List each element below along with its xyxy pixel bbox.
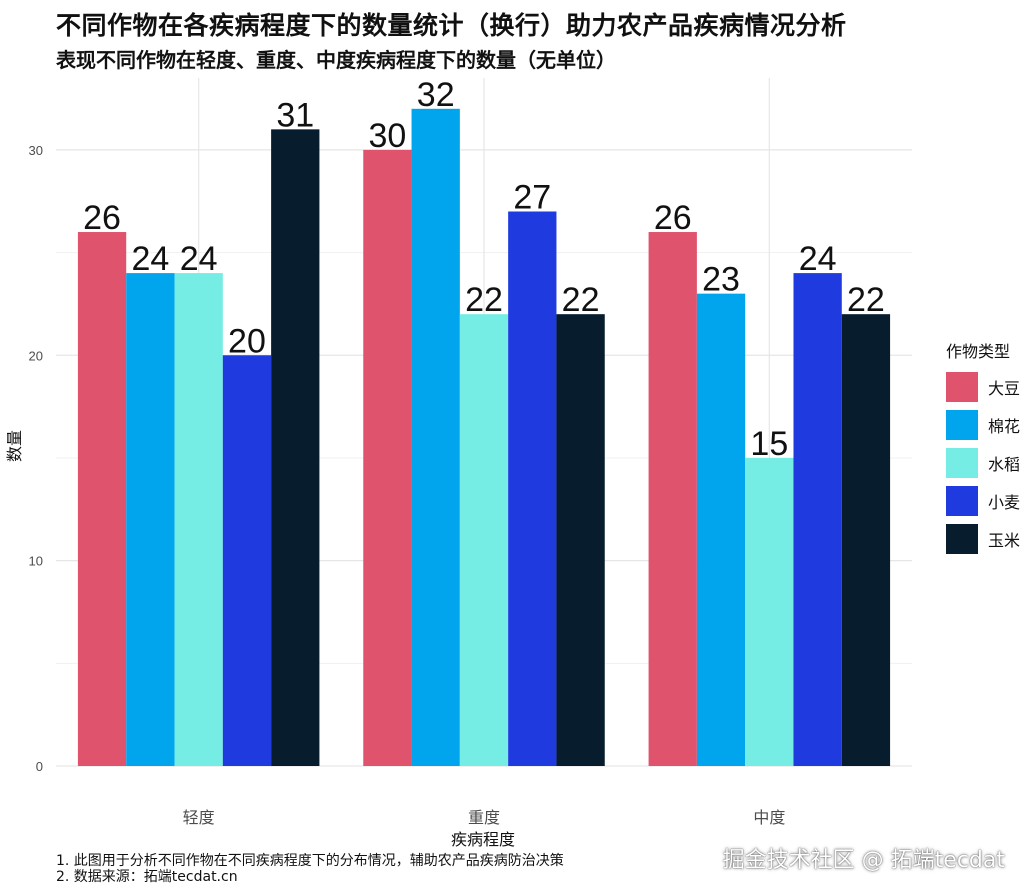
data-label: 22 — [562, 281, 600, 319]
data-label: 24 — [131, 240, 169, 278]
data-label: 23 — [702, 261, 740, 299]
legend-title: 作物类型 — [946, 342, 1011, 361]
axes-group: 0 10 20 30 轻度 重度 中度疾病程度 数量 — [5, 143, 785, 849]
data-label: 27 — [513, 178, 551, 216]
legend-swatch — [946, 448, 978, 478]
data-label: 15 — [750, 425, 788, 463]
bar — [556, 314, 605, 766]
data-label: 26 — [83, 199, 121, 237]
bar — [174, 273, 223, 766]
legend-item: 玉米 — [946, 520, 1020, 558]
bar — [222, 355, 272, 766]
chart-subtitle: 表现不同作物在轻度、重度、中度疾病程度下的数量（无单位） — [56, 48, 616, 72]
legend-swatch — [946, 372, 978, 402]
x-axis-title: 疾病程度 — [451, 830, 515, 849]
bar — [459, 314, 509, 766]
bars-group — [77, 108, 891, 767]
caption-line-2: 2. 数据来源：拓端tecdat.cn — [56, 869, 238, 885]
data-label: 30 — [368, 117, 406, 155]
caption-line-1: 1. 此图用于分析不同作物在不同疾病程度下的分布情况，辅助农产品疾病防治决策 — [56, 853, 564, 869]
data-label: 20 — [228, 322, 266, 360]
bar — [793, 273, 842, 766]
chart-title: 不同作物在各疾病程度下的数量统计（换行）助力农产品疾病情况分析 — [56, 11, 847, 40]
bar — [696, 293, 746, 766]
legend-label: 大豆 — [988, 379, 1021, 398]
data-label: 24 — [180, 240, 218, 278]
legend-label: 玉米 — [988, 531, 1021, 550]
legend: 作物类型 大豆棉花水稻小麦玉米 — [946, 338, 1020, 558]
y-tick-label: 0 — [36, 759, 43, 774]
bar — [648, 232, 697, 766]
x-tick-label: 重度 — [468, 808, 500, 827]
legend-label: 水稻 — [988, 455, 1021, 474]
y-axis-title: 数量 — [5, 430, 24, 462]
data-label: 24 — [799, 240, 837, 278]
legend-item: 水稻 — [946, 444, 1020, 482]
bar — [363, 149, 412, 766]
bar — [411, 108, 460, 766]
legend-swatch — [946, 410, 978, 440]
bar — [841, 314, 891, 766]
legend-label: 小麦 — [988, 493, 1021, 512]
watermark: 掘金技术社区 @ 拓端tecdat — [722, 848, 1005, 873]
bar — [271, 129, 320, 767]
bar — [508, 211, 557, 766]
data-label: 32 — [417, 76, 455, 114]
y-tick-label: 10 — [29, 554, 43, 569]
data-labels-group: 26 24 24 20 31 30 32 22 27 22 26 23 15 24 22 — [83, 76, 885, 463]
y-tick-label: 30 — [29, 143, 43, 158]
data-label: 22 — [847, 281, 885, 319]
legend-label: 棉花 — [988, 417, 1021, 436]
legend-item: 大豆 — [946, 368, 1020, 406]
bar — [77, 232, 127, 766]
data-label: 31 — [276, 96, 314, 134]
data-label: 22 — [465, 281, 503, 319]
y-tick-label: 20 — [29, 348, 43, 363]
legend-swatch — [946, 524, 978, 554]
legend-items: 大豆棉花水稻小麦玉米 — [946, 368, 1020, 558]
bar — [745, 457, 794, 766]
x-tick-label: 中度 — [753, 808, 785, 827]
legend-item: 小麦 — [946, 482, 1020, 520]
legend-item: 棉花 — [946, 406, 1020, 444]
x-tick-label: 轻度 — [183, 808, 215, 827]
bar — [126, 273, 175, 766]
legend-swatch — [946, 486, 978, 516]
data-label: 26 — [654, 199, 692, 237]
